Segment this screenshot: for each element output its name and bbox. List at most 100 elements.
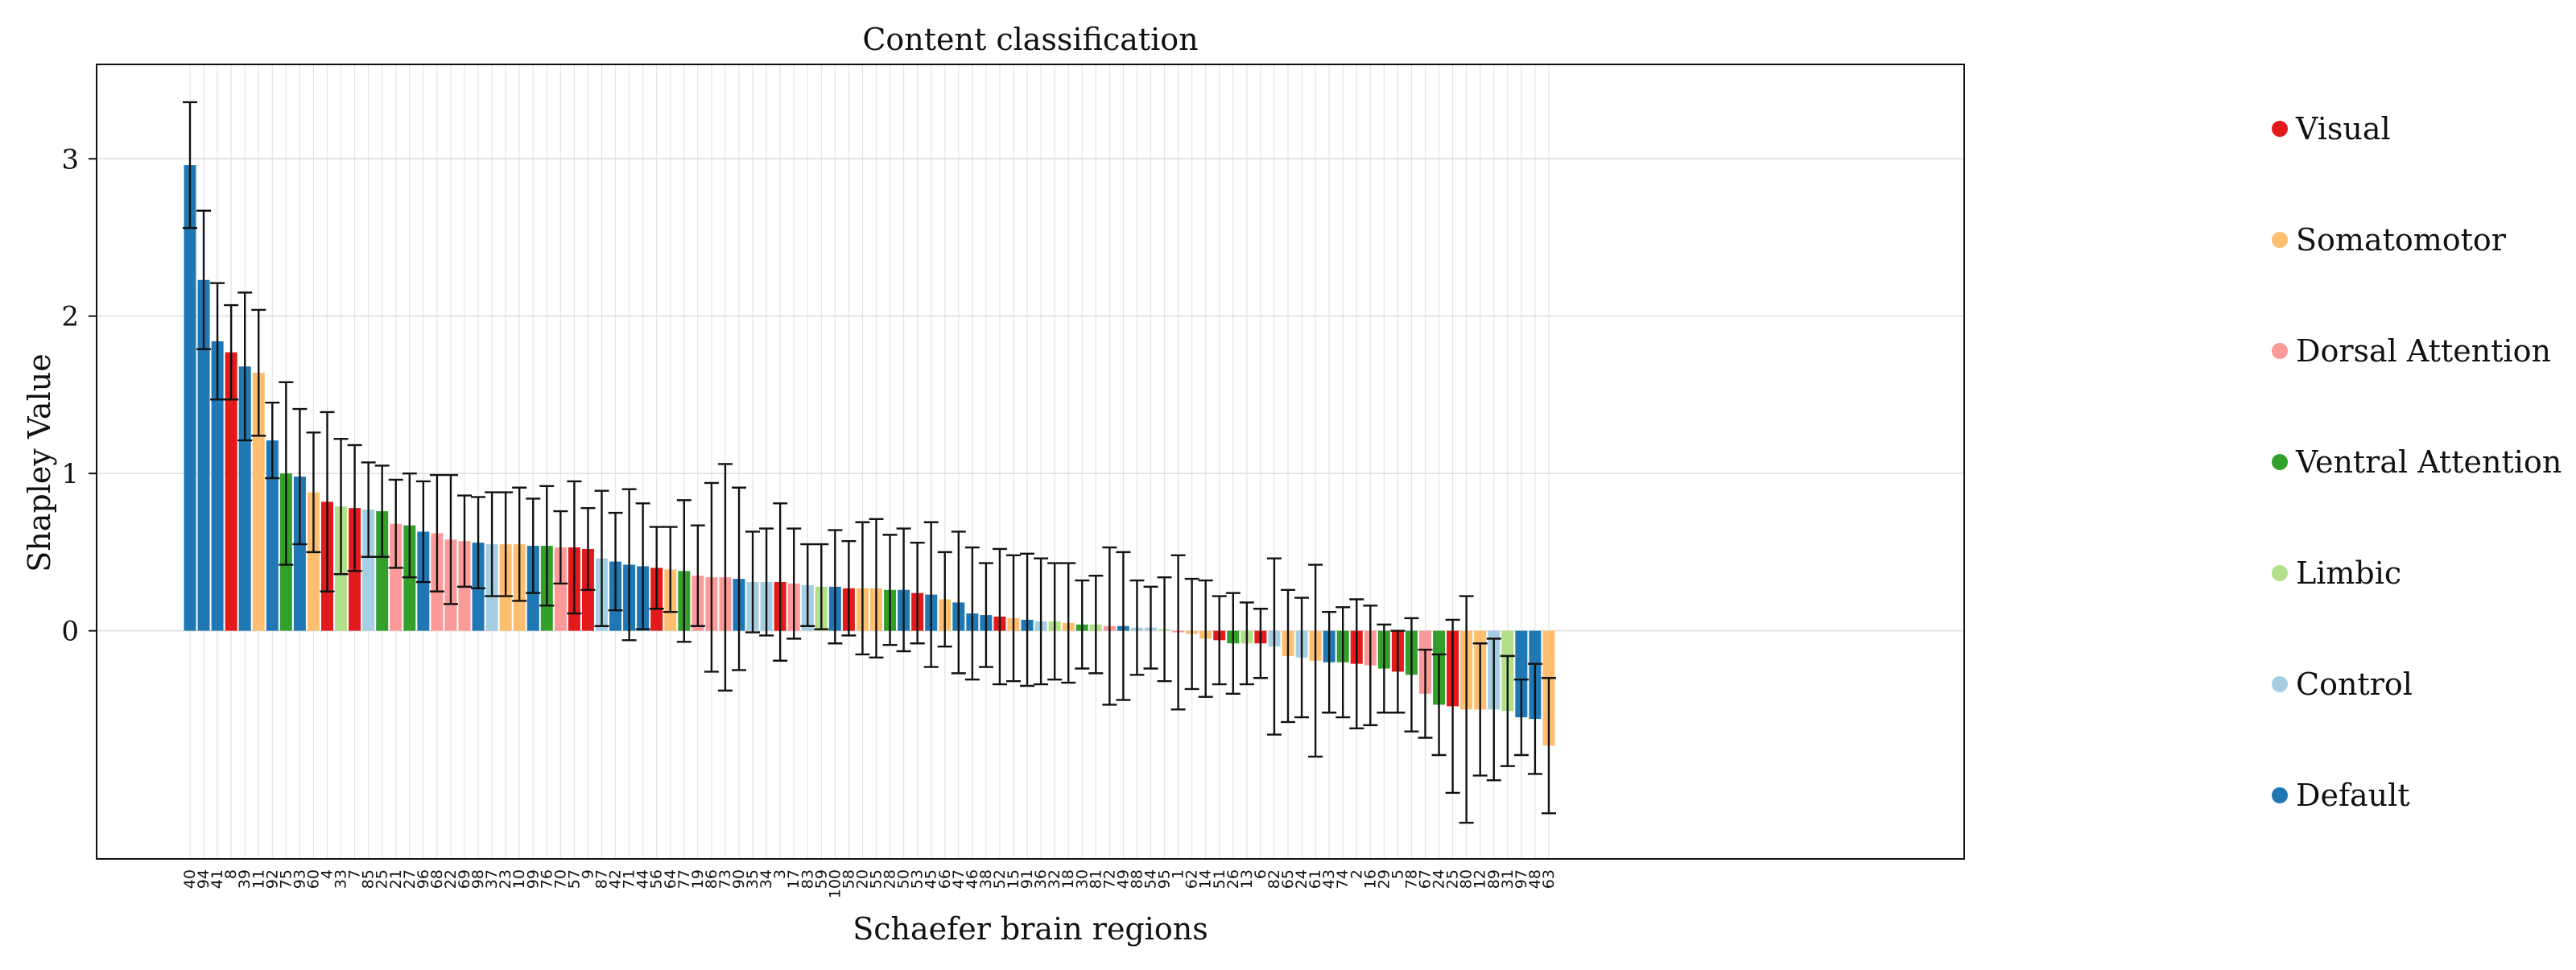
x-tick-label: 88 — [1128, 869, 1146, 889]
bar — [238, 366, 251, 631]
bar — [390, 523, 402, 631]
x-tick-label: 54 — [1142, 869, 1160, 889]
x-tick-label: 93 — [291, 869, 308, 889]
x-tick-label: 24 — [1293, 869, 1311, 889]
x-tick-label: 91 — [1018, 869, 1036, 889]
x-tick-label: 15 — [1005, 869, 1022, 889]
x-tick-label: 80 — [1458, 869, 1476, 889]
legend-swatch — [2272, 787, 2288, 803]
x-tick-label: 99 — [524, 869, 542, 889]
x-tick-label: 76 — [538, 869, 555, 889]
legend-label: Ventral Attention — [2295, 444, 2562, 480]
y-tick-label: 0 — [61, 616, 79, 648]
error-bars — [183, 101, 1556, 824]
x-tick-label: 3 — [771, 869, 789, 879]
x-tick-label: 29 — [1375, 869, 1393, 889]
x-tick-label: 42 — [607, 869, 625, 889]
x-tick-label: 86 — [703, 869, 720, 889]
x-tick-label: 18 — [1059, 869, 1077, 889]
x-tick-label: 44 — [634, 869, 652, 889]
bar — [1515, 630, 1528, 718]
x-tick-label: 38 — [977, 869, 995, 889]
x-tick-label: 40 — [181, 869, 199, 889]
x-tick-label: 68 — [428, 869, 446, 889]
x-tick-label: 49 — [1114, 869, 1132, 889]
x-tick-label: 89 — [1485, 869, 1503, 889]
x-tick-label: 47 — [950, 869, 968, 889]
x-tick-label: 90 — [730, 869, 748, 889]
legend-swatch — [2272, 232, 2288, 248]
x-tick-label: 78 — [1402, 869, 1420, 889]
x-tick-label: 95 — [1156, 869, 1174, 889]
legend-label: Dorsal Attention — [2296, 333, 2551, 369]
x-tick-label: 27 — [401, 869, 419, 889]
bar — [554, 547, 567, 631]
legend-label: Visual — [2295, 111, 2391, 147]
bar — [225, 352, 237, 631]
x-tick-label: 4 — [319, 869, 336, 879]
x-tick-label: 59 — [812, 869, 830, 889]
x-tick-label: 73 — [716, 869, 734, 889]
x-tick-label: 31 — [1499, 869, 1517, 889]
x-tick-label: 20 — [853, 869, 871, 889]
plot-frame — [96, 64, 1965, 860]
x-tick-label: 92 — [263, 869, 281, 889]
x-tick-label: 41 — [208, 869, 226, 889]
x-tick-label: 28 — [881, 869, 899, 889]
x-tick-label: 23 — [497, 869, 514, 889]
legend-label: Somatomotor — [2296, 222, 2507, 258]
y-ticks: 0 1 2 3 — [61, 143, 97, 648]
legend-label: Limbic — [2296, 555, 2401, 591]
x-tick-label: 51 — [1211, 869, 1228, 889]
x-tick-label: 65 — [1279, 869, 1297, 889]
chart-title: Content classification — [862, 22, 1198, 57]
y-axis-label: Shapley Value — [22, 353, 57, 572]
x-tick-label: 26 — [1224, 869, 1242, 889]
y-tick-label: 2 — [61, 301, 79, 333]
bar — [307, 492, 320, 631]
x-tick-label: 35 — [744, 869, 762, 889]
x-tick-label: 25 — [374, 869, 391, 889]
legend-label: Control — [2296, 667, 2413, 702]
x-tick-label: 5 — [1389, 869, 1406, 879]
x-tick-label: 53 — [909, 869, 927, 889]
x-tick-label: 55 — [868, 869, 886, 889]
bars — [184, 165, 1555, 746]
bar — [376, 511, 389, 631]
x-tick-label: 33 — [332, 869, 350, 889]
x-tick-label: 2 — [1348, 869, 1365, 879]
y-tick-label: 1 — [61, 458, 79, 490]
bar — [266, 440, 279, 631]
x-axis-label: Schaefer brain regions — [852, 911, 1208, 947]
bar — [211, 341, 224, 631]
x-tick-label: 74 — [1334, 869, 1352, 889]
x-tick-label: 39 — [236, 869, 254, 889]
x-tick-label: 72 — [1100, 869, 1118, 889]
x-tick-label: 85 — [360, 869, 378, 889]
x-tick-label: 61 — [1307, 869, 1324, 889]
x-tick-label: 1 — [1170, 869, 1187, 879]
x-tick-label: 12 — [1472, 869, 1489, 889]
legend: Visual Somatomotor Dorsal Attention Ventral… — [2272, 111, 2562, 813]
x-tick-label: 83 — [799, 869, 816, 889]
x-tick-label: 45 — [923, 869, 940, 889]
x-tick-label: 25 — [1444, 869, 1462, 889]
bar — [184, 165, 196, 631]
x-tick-label: 50 — [895, 869, 913, 889]
x-tick-label: 97 — [1513, 869, 1530, 889]
bar — [197, 279, 210, 631]
x-tick-label: 67 — [1417, 869, 1435, 889]
x-tick-label: 6 — [1252, 869, 1269, 879]
legend-swatch — [2272, 454, 2288, 470]
x-tick-label: 100 — [826, 869, 844, 898]
bar — [362, 510, 375, 631]
grid — [97, 64, 1964, 859]
x-tick-label: 56 — [648, 869, 666, 889]
x-tick-label: 77 — [675, 869, 693, 889]
legend-swatch — [2272, 565, 2288, 581]
y-tick-label: 3 — [61, 143, 79, 175]
x-tick-label: 13 — [1238, 869, 1256, 889]
x-tick-label: 87 — [593, 869, 611, 889]
